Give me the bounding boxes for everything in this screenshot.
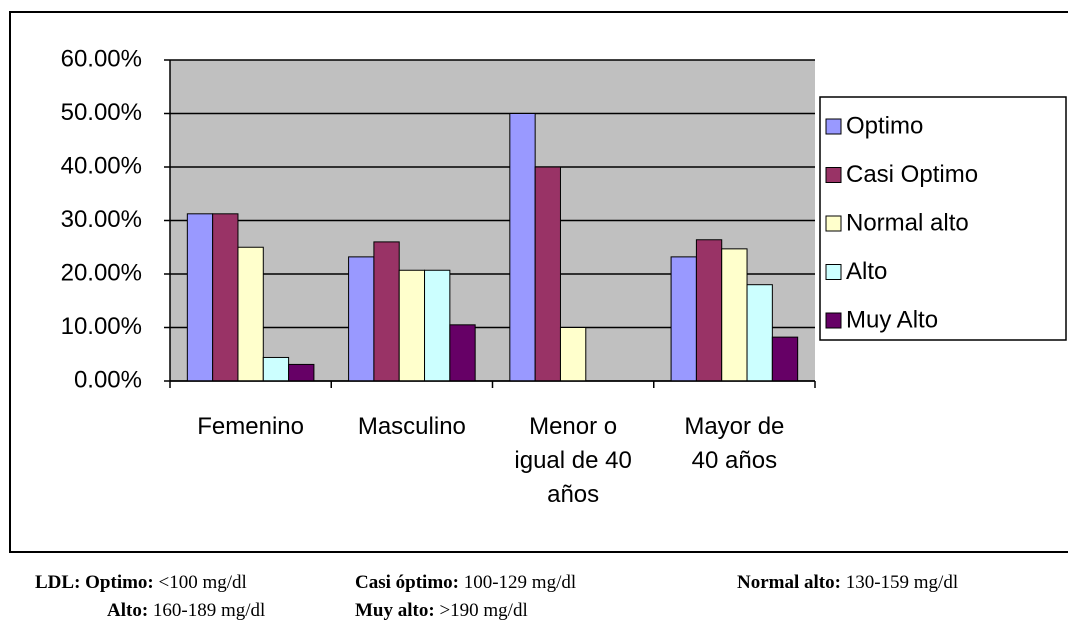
footnote-item: LDL: Optimo: <100 mg/dl — [35, 572, 247, 594]
legend-swatch — [825, 167, 842, 183]
y-tick-label: 0.00% — [74, 366, 142, 393]
bar — [398, 269, 426, 382]
bar — [695, 239, 723, 382]
bar — [212, 213, 239, 382]
footnote-range: <100 mg/dl — [158, 572, 247, 593]
x-tick-label: Menor o igual de 40 años — [514, 413, 632, 508]
bar — [348, 256, 375, 382]
legend-swatch — [825, 118, 842, 135]
bar — [746, 284, 773, 382]
bar — [237, 246, 264, 382]
footnote-item: Casi óptimo: 100-129 mg/dl — [355, 572, 576, 594]
footnote-range: >190 mg/dl — [439, 600, 528, 621]
chart: 0.00% 10.00% 20.00% 30.00% 40.00% 50.00% 60.00… — [9, 11, 1068, 553]
footnote-label: Normal alto: — [737, 572, 841, 593]
legend-label: Normal alto — [846, 209, 969, 236]
legend-label: Optimo — [846, 112, 923, 139]
footnote-label: Muy alto: — [355, 600, 435, 621]
footnote-prefix: LDL: — [35, 572, 81, 593]
bar — [424, 269, 451, 382]
y-tick-label: 40.00% — [61, 152, 142, 179]
footnote-label: Casi óptimo: — [355, 572, 459, 593]
footnote-range: 100-129 mg/dl — [463, 572, 577, 593]
footnote-item: Muy alto: >190 mg/dl — [355, 600, 528, 622]
bar — [559, 327, 587, 382]
bar — [373, 241, 400, 382]
footnote-item: Normal alto: 130-159 mg/dl — [737, 572, 958, 594]
y-tick-label: 60.00% — [61, 45, 142, 72]
bar — [534, 166, 561, 382]
bar — [670, 256, 697, 382]
footnote-range: 160-189 mg/dl — [152, 600, 266, 621]
footnote-item: Alto: 160-189 mg/dl — [107, 600, 265, 622]
x-tick-label: Masculino — [357, 413, 466, 440]
x-tick-label: Mayor de 40 años — [684, 413, 785, 474]
legend-swatch — [825, 264, 842, 280]
bar — [186, 213, 214, 382]
bar — [262, 356, 290, 382]
legend-label: Muy Alto — [846, 306, 938, 333]
footnote-label: Alto: — [107, 600, 149, 621]
legend-box — [819, 96, 1067, 341]
bar — [288, 363, 315, 382]
x-tick-label: Femenino — [197, 413, 304, 440]
footnote-range: 130-159 mg/dl — [845, 572, 959, 593]
bar — [509, 113, 536, 382]
y-tick-label: 50.00% — [61, 99, 142, 126]
bar — [721, 248, 748, 382]
legend-label: Casi Optimo — [846, 161, 978, 188]
legend-swatch — [825, 312, 842, 329]
y-tick-label: 30.00% — [61, 206, 142, 233]
footnote-label: Optimo: — [85, 572, 154, 593]
bar — [771, 336, 799, 382]
legend-label: Alto — [846, 258, 887, 285]
bar — [449, 324, 476, 382]
legend-swatch — [825, 215, 842, 232]
y-tick-label: 10.00% — [61, 313, 142, 340]
y-tick-label: 20.00% — [61, 259, 142, 286]
